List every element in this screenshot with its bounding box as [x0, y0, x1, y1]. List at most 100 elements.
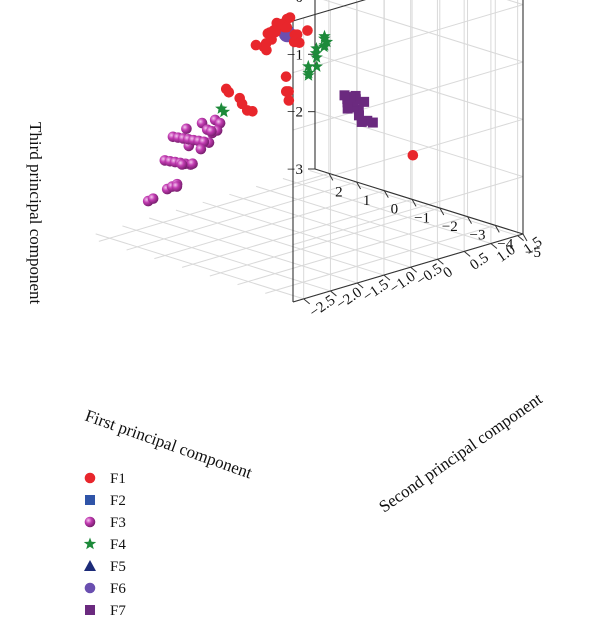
- legend-marker-f5: [84, 560, 96, 571]
- y-tick-mark: [383, 274, 391, 281]
- data-point-f1: [407, 149, 419, 161]
- x-tick-label: −3: [470, 228, 486, 244]
- x-tick-label: −5: [525, 245, 541, 261]
- data-point-f7: [353, 110, 364, 121]
- legend-label-f4: F4: [110, 537, 126, 553]
- data-point-f1: [283, 95, 295, 106]
- x-tick-label: 0: [391, 202, 399, 218]
- frame-edge: [292, 0, 366, 22]
- grid-line: [237, 216, 468, 286]
- z-tick-label: −2: [287, 105, 303, 121]
- grid-line: [314, 53, 524, 120]
- grid-line: [98, 172, 330, 242]
- data-point-f1: [264, 27, 276, 38]
- data-point-f4: [309, 46, 323, 59]
- data-point-f7: [339, 90, 350, 101]
- data-point-f3: [147, 193, 159, 204]
- y-tick-mark: [303, 298, 311, 305]
- data-point-f4: [310, 60, 323, 72]
- legend-label-f2: F2: [110, 493, 126, 509]
- x-tick-label: −4: [497, 236, 513, 252]
- y-tick-mark: [410, 266, 417, 273]
- data-point-f4: [302, 59, 315, 72]
- y-tick-mark: [356, 282, 364, 289]
- data-point-f1: [247, 105, 258, 117]
- y-tick-mark: [330, 290, 337, 297]
- grid-line: [209, 207, 440, 277]
- data-point-f7: [356, 116, 367, 127]
- x-tick-label: −1: [414, 210, 430, 226]
- data-point-f4: [320, 35, 334, 48]
- legend-marker-f4: [83, 537, 97, 550]
- grid-line: [154, 190, 385, 260]
- data-point-f3: [171, 181, 183, 192]
- grid-line: [181, 198, 413, 268]
- data-point-f1: [260, 38, 272, 49]
- data-point-f4: [302, 69, 315, 81]
- data-point-f1: [250, 39, 262, 51]
- legend-label-f5: F5: [110, 559, 126, 575]
- data-point-f4: [318, 32, 331, 44]
- y-axis-line: [292, 233, 524, 303]
- grid-panes: [95, 0, 524, 303]
- z-tick-label: −3: [287, 162, 303, 178]
- data-point-f7: [348, 102, 359, 113]
- y-tick-mark: [517, 235, 524, 241]
- grid-line: [229, 193, 438, 260]
- z-tick-label: 0: [296, 0, 304, 6]
- y-tick-label: 0: [441, 264, 456, 281]
- grid-line: [126, 181, 357, 251]
- x-tick-mark: [494, 225, 500, 233]
- legend-marker-f7: [85, 605, 95, 615]
- x-tick-mark: [467, 216, 472, 224]
- x-axis-line: [314, 168, 524, 235]
- data-point-f4: [217, 105, 231, 118]
- grid-line: [122, 225, 331, 292]
- x-tick-label: 2: [335, 184, 343, 200]
- axes-frame: [292, 0, 524, 303]
- z-tick-label: −1: [287, 47, 303, 63]
- grid-line: [292, 176, 524, 246]
- data-point-f3: [187, 158, 198, 170]
- grid-line: [175, 209, 385, 276]
- data-point-f7: [353, 104, 364, 115]
- x-tick-mark: [439, 207, 445, 216]
- data-point-f3: [181, 123, 192, 135]
- data-point-f4: [317, 40, 331, 53]
- data-point-f4: [215, 102, 228, 114]
- grid-line: [256, 185, 465, 252]
- legend-label-f6: F6: [110, 581, 126, 597]
- x-tick-mark: [411, 199, 417, 207]
- legend-marker-f2: [85, 495, 95, 505]
- data-points: [142, 12, 419, 207]
- data-point-f1: [280, 71, 292, 82]
- x-tick-mark: [522, 233, 528, 242]
- data-point-f1: [281, 21, 293, 33]
- y-tick-mark: [463, 251, 471, 257]
- legend-marker-f6: [84, 582, 96, 594]
- legend-marker-f1: [84, 472, 96, 484]
- data-point-f3: [206, 125, 217, 137]
- y-tick-mark: [490, 243, 498, 249]
- y-axis-label: Second principal component: [375, 389, 545, 516]
- data-point-f3: [195, 143, 207, 155]
- grid-line: [292, 61, 524, 131]
- x-tick-mark: [356, 181, 362, 190]
- y-tick-mark: [437, 258, 444, 265]
- data-point-f1: [236, 98, 248, 110]
- x-tick-label: −2: [442, 219, 458, 235]
- data-point-f1: [302, 25, 313, 36]
- legend: F1 F2 F3 F4 F5 F6 F7: [83, 471, 126, 619]
- data-point-f1: [294, 37, 305, 49]
- data-point-f1: [223, 86, 235, 98]
- data-point-f7: [362, 115, 373, 126]
- grid-line: [202, 201, 411, 268]
- y-tick-label: 0.5: [467, 250, 492, 274]
- x-tick-label: 1: [363, 193, 371, 209]
- data-point-f7: [359, 96, 370, 107]
- z-axis-label: Third principal component: [26, 122, 45, 305]
- legend-label-f1: F1: [110, 471, 126, 487]
- grid-line: [282, 178, 492, 244]
